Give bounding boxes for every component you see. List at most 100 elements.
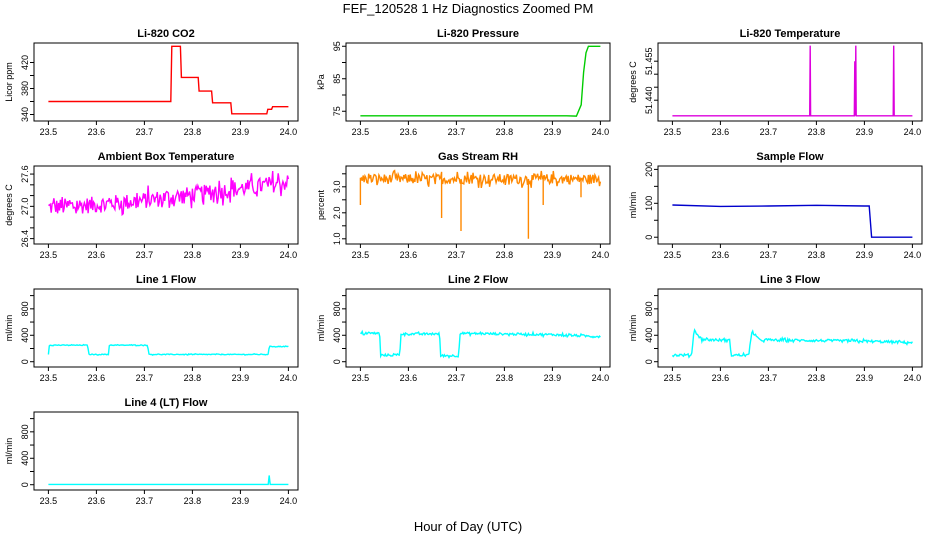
x-tick-label: 24.0	[592, 127, 610, 137]
y-axis-label: Licor ppm	[4, 62, 14, 102]
y-tick-label: 400	[20, 451, 30, 466]
y-tick-label: 400	[644, 328, 654, 343]
panel-title: Li-820 CO2	[137, 28, 194, 40]
panel-6: Sample Flow 23.5 23.6 23.7 23.8 23.9 24.0 0 100 2…	[628, 151, 923, 260]
x-tick-label: 23.9	[544, 373, 562, 383]
data-series-line	[360, 329, 601, 360]
panel-1: Li-820 CO2 23.5 23.6 23.7 23.8 23.9 24.0 340 380…	[4, 28, 299, 137]
x-tick-label: 23.5	[664, 373, 682, 383]
y-tick-label: 100	[644, 196, 654, 211]
x-tick-label: 23.5	[664, 250, 682, 260]
y-axis-label: percent	[316, 189, 326, 220]
plot-frame	[345, 288, 611, 368]
x-tick-label: 23.6	[400, 373, 418, 383]
x-tick-label: 23.7	[760, 250, 778, 260]
y-tick-label: 400	[332, 328, 342, 343]
x-tick-label: 24.0	[592, 373, 610, 383]
x-tick-label: 23.6	[712, 250, 730, 260]
figure-title: FEF_120528 1 Hz Diagnostics Zoomed PM	[343, 1, 594, 16]
y-tick-label: 27.6	[20, 165, 30, 183]
panel-2: Li-820 Pressure 23.5 23.6 23.7 23.8 23.9 24.0 7…	[316, 28, 611, 137]
x-tick-label: 24.0	[280, 250, 298, 260]
y-tick-label: 95	[332, 41, 342, 51]
y-tick-label: 75	[332, 106, 342, 116]
panel-title: Gas Stream RH	[438, 151, 518, 163]
y-tick-label: 1.0	[332, 233, 342, 246]
x-tick-label: 23.6	[88, 496, 106, 506]
x-tick-label: 23.7	[760, 373, 778, 383]
y-tick-label: 51.440	[644, 86, 654, 114]
panel-title: Li-820 Pressure	[437, 28, 519, 40]
y-tick-label: 400	[20, 328, 30, 343]
panel-title: Line 4 (LT) Flow	[125, 397, 208, 409]
y-tick-label: 800	[644, 301, 654, 316]
x-tick-label: 23.9	[544, 127, 562, 137]
y-tick-label: 340	[20, 107, 30, 122]
plot-frame	[33, 411, 299, 491]
data-series-line	[48, 170, 290, 217]
panel-8: Line 2 Flow 23.5 23.6 23.7 23.8 23.9 24.0 0 400 8…	[316, 274, 611, 383]
y-tick-label: 0	[20, 482, 30, 487]
y-axis-label: degrees C	[628, 61, 638, 103]
figure-xlabel: Hour of Day (UTC)	[414, 519, 522, 534]
y-tick-label: 0	[332, 359, 342, 364]
x-tick-label: 23.7	[448, 250, 466, 260]
x-tick-label: 23.9	[232, 127, 250, 137]
y-tick-label: 800	[20, 301, 30, 316]
panel-10: Line 4 (LT) Flow 23.5 23.6 23.7 23.8 23.9 24.0…	[4, 397, 299, 506]
panel-title: Sample Flow	[756, 151, 824, 163]
x-tick-label: 23.9	[856, 250, 874, 260]
x-tick-label: 23.9	[232, 373, 250, 383]
panels-group: Li-820 CO2 23.5 23.6 23.7 23.8 23.9 24.0 340 380…	[4, 28, 923, 506]
panel-title: Li-820 Temperature	[740, 28, 841, 40]
x-tick-label: 23.6	[400, 127, 418, 137]
x-tick-label: 23.8	[184, 250, 202, 260]
y-tick-label: 0	[644, 359, 654, 364]
plot-frame	[33, 165, 299, 245]
y-axis-label: ml/min	[4, 438, 14, 465]
x-tick-label: 23.8	[808, 127, 826, 137]
y-axis-label: kPa	[316, 74, 326, 90]
y-tick-label: 27.0	[20, 198, 30, 216]
y-axis-label: ml/min	[628, 192, 638, 219]
x-tick-label: 23.6	[88, 127, 106, 137]
x-tick-label: 23.6	[400, 250, 418, 260]
x-tick-label: 23.7	[136, 250, 154, 260]
x-tick-label: 23.5	[40, 127, 58, 137]
x-tick-label: 23.8	[184, 496, 202, 506]
data-series-line	[47, 343, 289, 356]
x-tick-label: 23.5	[352, 127, 370, 137]
y-tick-label: 0	[644, 235, 654, 240]
x-tick-label: 23.6	[88, 373, 106, 383]
x-tick-label: 24.0	[592, 250, 610, 260]
x-tick-label: 23.6	[712, 373, 730, 383]
panel-7: Line 1 Flow 23.5 23.6 23.7 23.8 23.9 24.0 0 400 8…	[4, 274, 299, 383]
x-tick-label: 23.5	[352, 373, 370, 383]
plot-frame	[657, 42, 923, 122]
data-series-line	[48, 475, 289, 486]
data-series-line	[48, 45, 289, 115]
plot-frame	[33, 42, 299, 122]
y-tick-label: 2.0	[332, 207, 342, 220]
x-tick-label: 23.8	[184, 373, 202, 383]
x-tick-label: 24.0	[280, 496, 298, 506]
y-axis-label: ml/min	[628, 315, 638, 342]
plot-frame	[657, 165, 923, 245]
data-series-line	[672, 45, 913, 117]
panel-title: Line 2 Flow	[448, 274, 508, 286]
panel-3: Li-820 Temperature 23.5 23.6 23.7 23.8 23.9 24…	[628, 28, 923, 137]
x-tick-label: 23.7	[136, 127, 154, 137]
x-tick-label: 23.8	[808, 250, 826, 260]
x-tick-label: 23.9	[856, 373, 874, 383]
x-tick-label: 23.5	[352, 250, 370, 260]
x-tick-label: 23.9	[232, 496, 250, 506]
y-tick-label: 380	[20, 81, 30, 96]
y-axis-label: ml/min	[4, 315, 14, 342]
y-tick-label: 51.455	[644, 47, 654, 75]
x-tick-label: 23.8	[184, 127, 202, 137]
x-tick-label: 23.7	[760, 127, 778, 137]
panel-5: Gas Stream RH 23.5 23.6 23.7 23.8 23.9 24.0 1.0…	[316, 151, 611, 260]
x-tick-label: 23.7	[136, 496, 154, 506]
